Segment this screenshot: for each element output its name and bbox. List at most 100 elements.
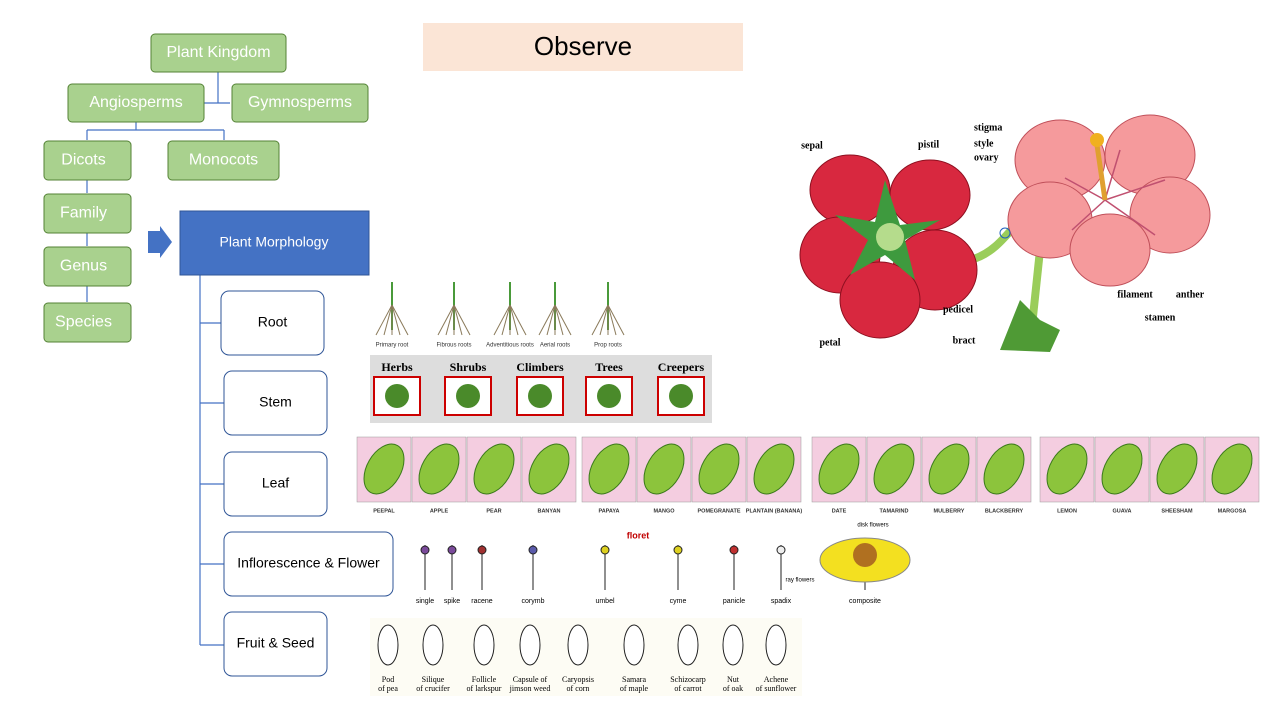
hierarchy-label: Species [55,314,112,331]
fruit [422,624,444,666]
habit-label: Trees [595,360,623,374]
leaf [418,443,460,495]
hierarchy-node [43,140,132,181]
leaf [528,443,570,495]
flower-label: style [974,138,994,149]
part-label: Root [258,314,288,330]
inflorescence-flower [729,545,739,555]
part-box [223,451,328,517]
root-label: Adventitious roots [486,343,534,349]
inflorescence-flower [776,545,786,555]
inflorescence-flower [673,545,683,555]
flower-label: pistil [918,139,939,150]
fruit [519,624,541,666]
fruit-label: Achene [764,675,789,684]
inflorescence-flower [528,545,538,555]
hierarchy-node [43,193,132,234]
leaf-label: PLANTAIN (BANANA) [746,508,803,514]
connectors [86,72,230,646]
fruit-label: of sunflower [756,684,797,693]
leaf-label: PAPAYA [598,508,619,514]
fruit-label: Samara [622,675,646,684]
part-box [223,531,394,597]
hierarchy-node [150,33,287,73]
root-branch [501,304,511,336]
root-branch [554,304,572,336]
fruit-label: of corn [567,684,590,693]
habit-plant [669,384,693,408]
fruit-label: jimson weed [509,684,551,693]
inflorescence-note: ray flowers [785,578,814,584]
root-branch [546,304,556,336]
fruit [765,624,787,666]
flower-label: ovary [974,152,998,163]
inflorescence-label: racene [471,598,493,605]
leaf [1101,443,1143,495]
leaf [1211,443,1253,495]
habit-label: Climbers [516,360,564,374]
fruit-label: Silique [422,675,445,684]
inflorescence-flower [447,545,457,555]
flower-label: petal [819,337,840,348]
habit-label: Creepers [658,360,705,374]
leaf [643,443,685,495]
inflorescence-flower [600,545,610,555]
flower-label: stigma [974,122,1002,133]
leaf [928,443,970,495]
habit-label: Shrubs [450,360,487,374]
leaf [983,443,1025,495]
fruit-label: of larkspur [467,684,502,693]
leaf [818,443,860,495]
root-branch [391,304,409,336]
composite-disk [853,543,877,567]
root-branch [493,304,511,336]
hierarchy-node [167,140,280,181]
part-label: Leaf [262,475,289,491]
inflorescence-label: spike [444,598,460,605]
habit-plant [456,384,480,408]
flower-label: sepal [801,140,823,151]
leaf [698,443,740,495]
fruit-label: of oak [723,684,743,693]
morphology-box [179,210,370,276]
root-label: Primary root [376,343,409,349]
root-label: Prop roots [594,343,622,349]
inflorescence-flower [420,545,430,555]
root-branch [554,304,564,336]
title-box [423,23,743,71]
hierarchy-node [231,83,369,123]
morphology-title: Plant Morphology [220,234,329,250]
fruit-label: Capsule of [513,675,548,684]
leaf-label: MULBERRY [934,508,965,514]
leaf [588,443,630,495]
hierarchy-label: Family [60,205,107,222]
hierarchy-label: Gymnosperms [248,94,352,111]
fruit [677,624,699,666]
hierarchy-label: Dicots [61,152,105,169]
leaf [363,443,405,495]
fruit [722,624,744,666]
fruit-label: of carrot [674,684,702,693]
part-label: Inflorescence & Flower [237,555,380,571]
root-branch [607,304,617,336]
inflorescence-label: panicle [723,598,745,605]
leaf-label: SHEESHAM [1161,508,1193,514]
fruit-label: of pea [378,684,398,693]
leaf-label: BLACKBERRY [985,508,1024,514]
habit-plant [597,384,621,408]
habit-label: Herbs [381,360,413,374]
hierarchy-label: Genus [60,258,107,275]
fruit-label: Schizocarp [670,675,706,684]
root-branch [453,304,471,336]
inflorescence-note: disk flowers [857,523,888,529]
leaf [753,443,795,495]
leaf-label: MARGOSA [1218,508,1247,514]
leaf-label: TAMARIND [880,508,909,514]
root-branch [437,304,455,336]
leaf-label: MANGO [653,508,675,514]
part-label: Fruit & Seed [237,635,315,651]
inflorescence-label: composite [849,598,881,605]
fruit [377,624,399,666]
title: Observe [534,31,632,61]
